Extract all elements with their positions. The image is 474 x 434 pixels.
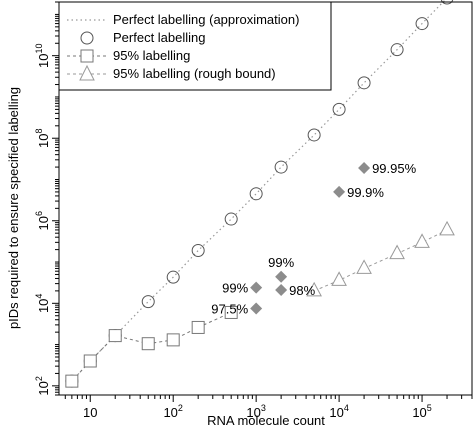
legend-label-perfect-approx: Perfect labelling (approximation): [113, 12, 299, 27]
data-point-circle: [166, 270, 180, 284]
data-point-circle: [357, 76, 371, 90]
data-point-square: [191, 320, 205, 334]
x-tick-label: 102: [163, 403, 182, 420]
axes-layer: 10 102 103 104 105 102 104 106 108 1010: [34, 1, 473, 420]
x-tick-label: 104: [329, 403, 348, 420]
data-point-triangle: [356, 259, 372, 274]
y-tick-label: 104: [34, 294, 51, 313]
data-point-triangle: [331, 271, 347, 286]
y-axis-title: pIDs required to ensure specified labell…: [6, 87, 21, 329]
annotation-diamond: [275, 284, 288, 297]
legend-label-95: 95% labelling: [113, 48, 190, 63]
data-point-square: [166, 333, 180, 347]
data-point-triangle: [414, 233, 430, 248]
annotation-diamond: [358, 161, 371, 174]
y-tick-label: 1010: [34, 43, 51, 67]
data-point-circle: [249, 187, 263, 201]
legend-label-perfect: Perfect labelling: [113, 30, 206, 45]
annotation-diamond: [333, 185, 346, 198]
data-point-square: [108, 329, 122, 343]
data-point-square: [141, 337, 155, 351]
data-point-square: [83, 354, 97, 368]
data-point-circle: [141, 295, 155, 309]
legend-label-95-rough: 95% labelling (rough bound): [113, 66, 276, 81]
legend: Perfect labelling (approximation) Perfec…: [58, 1, 332, 91]
legend-triangle-marker: [79, 64, 95, 81]
annotation-layer: 99% 97.5% 99% 98% 99.9% 99.95%: [211, 161, 416, 316]
x-tick-label: 10: [83, 405, 97, 420]
data-point-square: [65, 374, 79, 388]
y-tick-label: 108: [34, 128, 51, 147]
annotation-label: 99%: [222, 281, 248, 296]
annotation-diamond: [250, 302, 263, 315]
annotation-label: 99.95%: [372, 161, 417, 176]
annotation-label: 98%: [289, 283, 315, 298]
data-point-circle: [191, 244, 205, 258]
series-line-3: [313, 229, 448, 292]
annotation-diamond: [250, 281, 263, 294]
x-axis-title: RNA molecule count: [207, 413, 325, 428]
data-point-circle: [390, 43, 404, 57]
data-point-triangle: [439, 220, 455, 236]
data-point-triangle: [306, 281, 322, 297]
data-point-triangle: [389, 244, 405, 260]
legend-square-marker: [80, 49, 94, 63]
data-point-circle: [307, 128, 321, 142]
data-point-square: [224, 305, 238, 319]
data-point-circle: [440, 0, 454, 5]
annotation-label: 97.5%: [211, 301, 248, 316]
data-point-circle: [415, 17, 429, 31]
annotation-diamond: [275, 270, 288, 283]
x-tick-label: 103: [246, 403, 265, 420]
annotation-label: 99.9%: [347, 185, 384, 200]
x-tick-label: 105: [412, 403, 431, 420]
data-point-circle: [274, 160, 288, 174]
y-tick-label: 102: [34, 376, 51, 395]
legend-circle-marker: [80, 31, 94, 45]
annotation-label: 99%: [268, 255, 294, 270]
series-layer: [65, 0, 455, 388]
y-tick-label: 106: [34, 211, 51, 230]
legend-box: [58, 1, 332, 91]
data-point-circle: [332, 102, 346, 116]
data-point-circle: [224, 212, 238, 226]
